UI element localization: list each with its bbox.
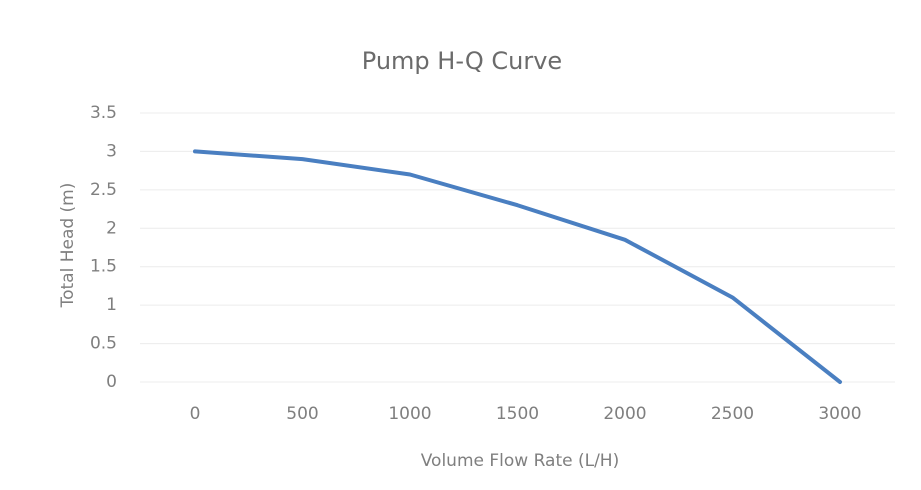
x-tick-label: 1000 xyxy=(388,404,431,424)
x-tick-label: 0 xyxy=(190,404,201,424)
y-tick-label: 1 xyxy=(106,295,117,315)
y-tick-label: 0 xyxy=(106,372,117,392)
y-tick-label: 0.5 xyxy=(90,334,117,354)
x-tick-label: 2000 xyxy=(603,404,646,424)
y-tick-label: 3.5 xyxy=(90,103,117,123)
y-axis-title: Total Head (m) xyxy=(58,183,78,309)
x-tick-label: 2500 xyxy=(711,404,754,424)
data-line xyxy=(193,149,842,384)
x-tick-label: 1500 xyxy=(496,404,539,424)
y-tick-label: 1.5 xyxy=(90,257,117,277)
chart-title: Pump H-Q Curve xyxy=(362,47,562,75)
x-tick-label: 500 xyxy=(286,404,318,424)
y-tick-label: 3 xyxy=(106,141,117,161)
y-tick-label: 2.5 xyxy=(90,180,117,200)
x-tick-label: 3000 xyxy=(818,404,861,424)
y-tick-label: 2 xyxy=(106,218,117,238)
x-axis-title: Volume Flow Rate (L/H) xyxy=(421,451,619,471)
